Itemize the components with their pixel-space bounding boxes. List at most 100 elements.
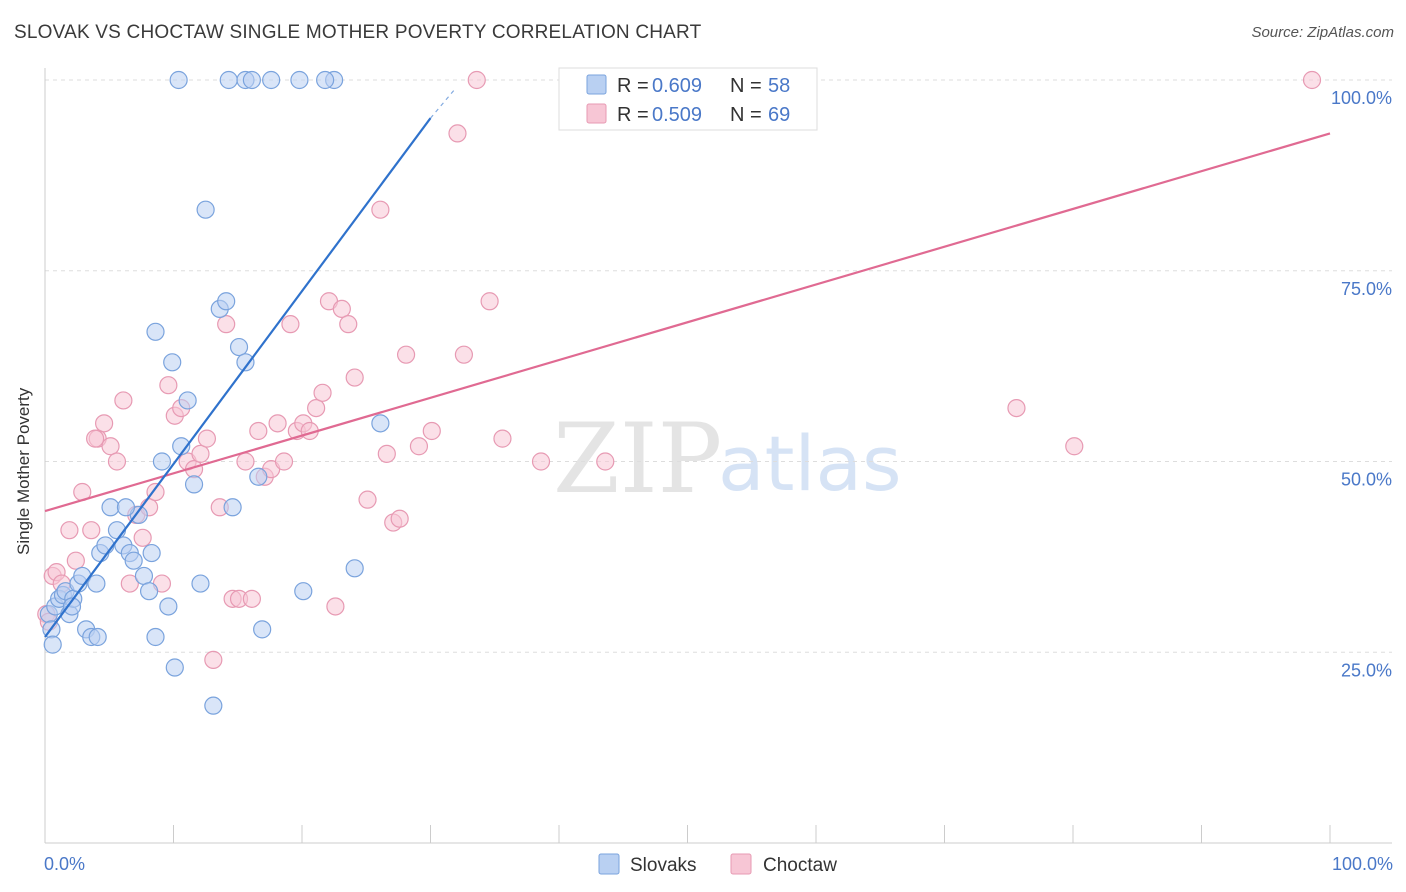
watermark: ZIP atlas [553,403,902,515]
slovaks-point [87,574,106,593]
axes [44,68,1392,844]
choctaw-legend-swatch [586,103,607,124]
slovaks-point [184,475,204,494]
choctaw-point [345,368,364,387]
slovaks-point [262,70,281,90]
slovaks-point [223,498,242,517]
y-tick-label: 75.0% [1341,279,1392,299]
choctaw-point [197,429,217,448]
slovaks-point [163,353,182,372]
choctaw-point [1065,437,1084,456]
choctaw-series-label: Choctaw [763,855,837,876]
choctaw-point [204,650,223,669]
series-legend: Slovaks Choctaw [598,853,837,876]
choctaw-point [133,528,152,547]
choctaw-point [377,444,396,463]
watermark-atlas: atlas [718,419,902,508]
slovaks-point [371,414,390,433]
choctaw-point [236,452,255,471]
choctaw-point [242,589,261,608]
choctaw-point [86,429,105,448]
slovaks-point [146,322,165,341]
slovaks-point [134,566,154,586]
slovaks-points [39,70,390,715]
choctaw-point [191,444,210,463]
choctaw-point [307,398,326,418]
slovaks-point [142,543,161,563]
slovaks-point [107,521,127,540]
choctaw-r-label: R = [617,104,649,126]
slovaks-point [204,696,223,715]
choctaw-point [371,200,390,219]
choctaw-point [390,509,409,528]
choctaw-point [313,383,332,402]
x-tick-label-min: 0.0% [44,854,85,874]
choctaw-point [274,452,294,471]
slovaks-point [43,635,62,654]
slovaks-point [217,292,236,311]
slovaks-series-swatch [598,853,620,875]
choctaw-point [332,299,351,318]
chart-source: Source: ZipAtlas.com [1251,24,1394,41]
slovaks-r-value: 0.609 [652,75,702,97]
slovaks-point [96,536,115,555]
slovaks-point [124,551,143,570]
choctaw-point [120,574,139,593]
slovaks-point [146,627,165,647]
slovaks-n-value: 58 [768,75,790,97]
slovaks-point [178,391,197,410]
slovaks-point [253,620,272,639]
choctaw-point [339,315,358,334]
slovaks-r-label: R = [617,75,649,97]
choctaw-n-value: 69 [768,104,790,126]
slovaks-point [101,498,120,517]
slovaks-point [62,597,82,616]
choctaw-point [249,421,268,441]
slovaks-point [229,337,249,357]
slovaks-series-label: Slovaks [630,855,697,876]
choctaw-point [66,551,85,570]
choctaw-point [101,437,120,456]
choctaw-trend-line [44,132,1331,513]
choctaw-point [396,345,416,364]
choctaw-n-label: N = [730,104,762,126]
slovaks-point [152,452,172,471]
choctaw-r-value: 0.509 [652,104,702,126]
slovaks-point [88,627,107,647]
slovaks-trend-extension [430,87,457,119]
x-tick-label-max: 100.0% [1332,854,1393,874]
choctaw-point [1007,398,1026,418]
slovaks-point [169,70,188,90]
choctaw-point [596,452,615,471]
slovaks-trend-line [44,117,432,638]
choctaw-point [531,452,551,471]
slovaks-point [196,200,215,219]
slovaks-point [294,582,313,601]
chart-title: SLOVAK VS CHOCTAW SINGLE MOTHER POVERTY … [14,22,702,43]
choctaw-point [146,482,165,502]
slovaks-point [139,582,159,601]
choctaw-point [95,414,114,433]
slovaks-point [159,597,178,616]
choctaw-point [60,521,79,540]
choctaw-point [422,421,441,441]
slovaks-point [116,498,136,517]
choctaw-points [37,70,1322,669]
y-tick-label: 25.0% [1341,660,1392,680]
slovaks-point [242,70,261,90]
choctaw-point [82,521,101,540]
choctaw-point [217,315,236,334]
choctaw-point [114,391,133,410]
choctaw-point [326,597,345,616]
slovaks-legend-swatch [586,74,607,95]
choctaw-point [480,292,499,311]
slovaks-point [191,574,210,593]
choctaw-series-swatch [730,853,752,875]
slovaks-n-label: N = [730,75,762,97]
choctaw-point [448,124,467,143]
choctaw-point [107,452,127,471]
choctaw-point [493,429,512,448]
choctaw-point [467,70,486,90]
trend-lines [44,87,1331,638]
